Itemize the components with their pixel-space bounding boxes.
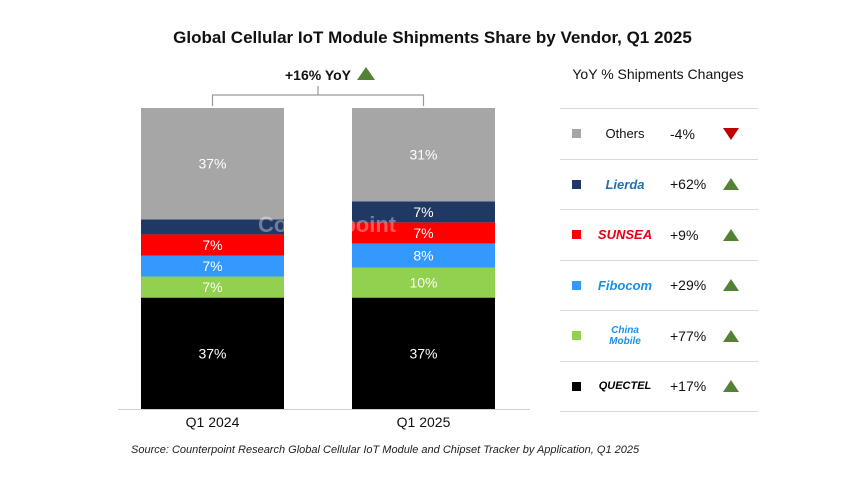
legend-vendor-name: SUNSEA [597,227,653,243]
down-arrow-icon [723,127,739,140]
legend-title: YoY % Shipments Changes [572,66,744,82]
legend-vendor-name: China Mobile [609,324,641,347]
legend-swatch [572,331,581,341]
bar-data-label: 37% [198,156,226,172]
legend-swatch [572,129,581,139]
x-tick-label: Q1 2024 [186,414,240,430]
legend-row: Fibocom +29% [560,261,758,311]
bar-segment [352,243,495,268]
bar-segment [141,276,284,298]
bar-segment [141,297,284,409]
legend-change-value: +62% [670,176,707,193]
bar-data-label: 7% [202,279,222,295]
legend-swatch [572,230,581,240]
bar-data-label: 37% [198,345,226,361]
bar-segment [352,297,495,409]
bar-data-label: 7% [413,225,433,241]
legend-vendor-name: Fibocom [597,277,653,293]
bar-segment [141,219,284,235]
up-arrow-icon [723,228,739,241]
bar-data-label: 8% [413,247,433,263]
bar-segment [141,108,284,220]
up-arrow-icon [357,67,375,80]
legend-swatch [572,280,581,290]
legend-change-value: +17% [670,378,707,395]
bar-data-label: 10% [409,275,437,291]
yoy-annotation: +16% YoY [285,67,352,83]
bar-data-label: 37% [409,345,437,361]
bar-data-label: 7% [202,237,222,253]
legend-swatch [572,381,581,391]
legend-row: Others -4% [560,108,758,160]
legend-row: QUECTEL +17% [560,362,758,412]
legend-vendor-name: Others [605,126,645,142]
watermark-text: Counterpoint [258,212,397,237]
legend-change-value: +77% [670,327,707,344]
legend-row: China Mobile +77% [560,311,758,362]
up-arrow-icon [723,279,739,292]
bar-segment [352,222,495,244]
bar-segment [352,267,495,298]
up-arrow-icon [723,329,739,342]
bar-segment [141,234,284,256]
bar-segment [352,201,495,223]
legend-table: Others -4% Lierda +62% SUNSEA +9% Fibocom +29% C… [560,108,758,412]
source-note: Source: Counterpoint Research Global Cel… [131,444,640,456]
up-arrow-icon [723,380,739,393]
legend-change-value: +9% [670,226,699,243]
legend-change-value: +29% [670,277,707,294]
bar-data-label: 7% [413,204,433,220]
legend-vendor-name: Lierda [605,176,645,192]
legend-vendor-name: QUECTEL [598,380,652,393]
legend-change-value: -4% [670,125,695,142]
bar-segment [141,255,284,277]
bar-data-label: 7% [202,258,222,274]
x-tick-label: Q1 2025 [397,414,451,430]
yoy-bracket [211,94,425,106]
legend-row: Lierda +62% [560,160,758,210]
chart-title: Global Cellular IoT Module Shipments Sha… [173,28,692,47]
legend-row: SUNSEA +9% [560,210,758,261]
legend-swatch [572,179,581,189]
bar-segment [352,108,495,202]
bar-data-label: 31% [409,147,437,163]
up-arrow-icon [723,178,739,191]
